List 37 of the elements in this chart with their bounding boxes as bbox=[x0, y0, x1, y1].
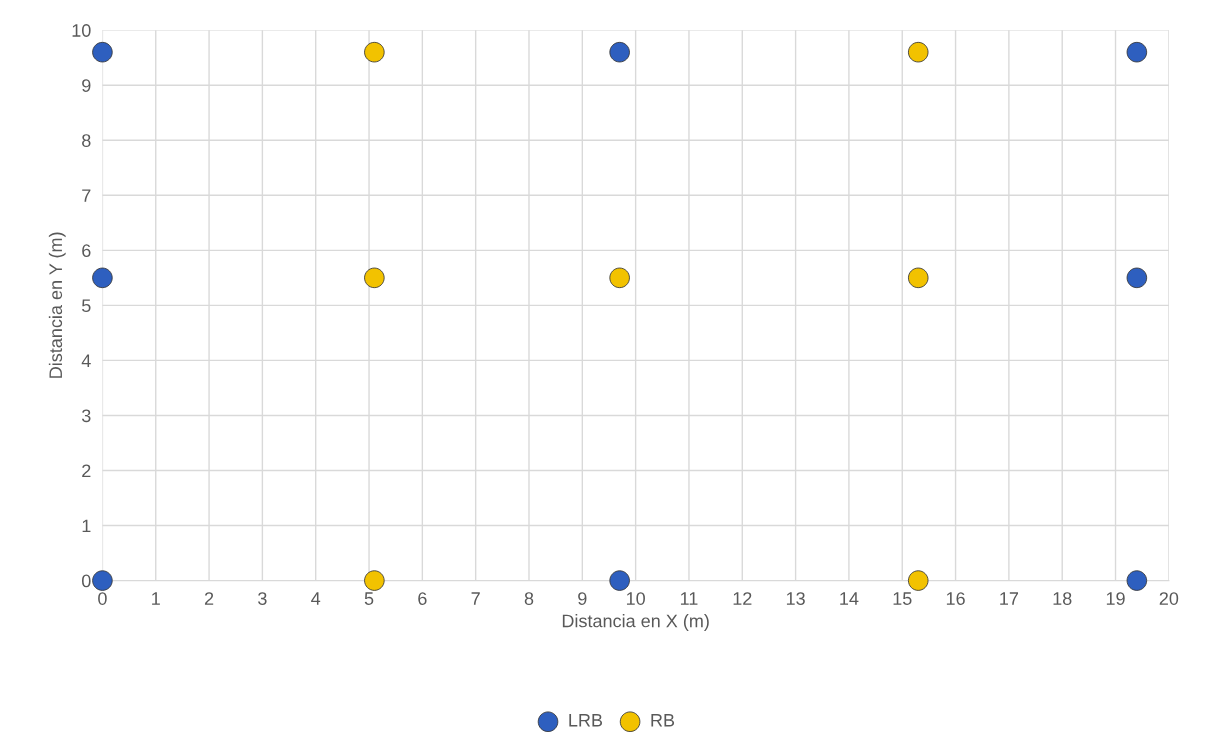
x-tick-label: 17 bbox=[1000, 592, 1019, 605]
legend-label: LRB bbox=[569, 714, 603, 727]
x-tick-label: 8 bbox=[524, 592, 534, 605]
y-tick-label: 7 bbox=[82, 189, 91, 202]
x-tick-label: 6 bbox=[418, 592, 427, 605]
y-tick-label: 5 bbox=[82, 299, 91, 313]
y-tick-label: 9 bbox=[82, 79, 91, 92]
x-tick-label: 13 bbox=[786, 592, 805, 605]
x-tick-label: 11 bbox=[680, 592, 698, 605]
x-tick-label: 18 bbox=[1053, 592, 1072, 605]
y-tick-label: 10 bbox=[72, 24, 91, 37]
y-tick-label: 4 bbox=[81, 354, 91, 367]
x-tick-label: 1 bbox=[152, 592, 160, 605]
x-tick-label: 14 bbox=[840, 592, 859, 605]
x-axis-title: Distancia en X (m) bbox=[562, 614, 709, 631]
x-tick-label: 2 bbox=[204, 592, 214, 605]
y-tick-label: 8 bbox=[82, 134, 91, 147]
y-tick-label: 3 bbox=[81, 409, 91, 423]
y-tick-label: 2 bbox=[82, 464, 91, 478]
y-tick-label: 0 bbox=[81, 574, 91, 588]
x-tick-label: 16 bbox=[946, 592, 965, 605]
x-tick-label: 7 bbox=[471, 592, 480, 605]
x-tick-label: 15 bbox=[893, 592, 912, 605]
x-tick-label: 4 bbox=[311, 592, 321, 605]
x-tick-label: 12 bbox=[733, 592, 752, 605]
legend-label: RB bbox=[651, 714, 675, 727]
x-tick-label: 0 bbox=[98, 592, 107, 605]
y-tick-label: 1 bbox=[82, 519, 91, 533]
x-tick-label: 9 bbox=[578, 592, 587, 605]
y-tick-label: 6 bbox=[82, 244, 91, 258]
x-tick-label: 10 bbox=[626, 592, 645, 605]
x-tick-label: 5 bbox=[364, 592, 374, 605]
y-axis-title: Distancia en Y (m) bbox=[48, 232, 66, 378]
x-tick-label: 19 bbox=[1106, 592, 1125, 605]
x-tick-label: 3 bbox=[258, 592, 267, 605]
x-tick-label: 20 bbox=[1159, 592, 1179, 605]
point bbox=[364, 570, 385, 591]
